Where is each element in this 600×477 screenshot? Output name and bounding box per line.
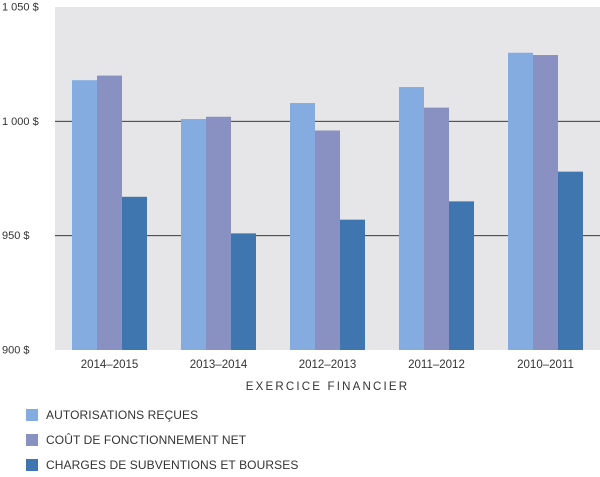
legend-label: CHARGES DE SUBVENTIONS ET BOURSES — [46, 457, 299, 472]
y-tick-label: 1 050 $ — [2, 2, 39, 14]
bar — [449, 201, 474, 350]
legend: AUTORISATIONS REÇUES COÛT DE FONCTIONNEM… — [26, 402, 298, 477]
bar — [122, 196, 147, 350]
bar — [97, 75, 122, 350]
x-tick-label: 2014–2015 — [81, 359, 139, 371]
bar — [290, 103, 315, 350]
y-axis-ticks: 900 $ 950 $ 1 000 $ 1 050 $ — [2, 2, 39, 357]
bar — [340, 219, 365, 350]
legend-swatch — [26, 433, 38, 446]
x-tick-label: 2013–2014 — [190, 359, 248, 371]
bar — [231, 233, 256, 350]
x-tick-label: 2012–2013 — [299, 359, 357, 371]
x-axis-ticks: 2014–2015 2013–2014 2012–2013 2011–2012 2010… — [81, 359, 574, 371]
legend-item-cout-fonctionnement: COÛT DE FONCTIONNEMENT NET — [26, 427, 298, 452]
bar — [424, 107, 449, 350]
bar — [206, 116, 231, 350]
legend-item-charges-subventions: CHARGES DE SUBVENTIONS ET BOURSES — [26, 452, 298, 477]
bar — [558, 171, 583, 350]
bar — [399, 87, 424, 351]
bar — [533, 55, 558, 351]
legend-swatch — [26, 458, 38, 471]
x-tick-label: 2011–2012 — [408, 359, 465, 371]
bar — [181, 119, 206, 351]
legend-label: AUTORISATIONS REÇUES — [46, 407, 199, 422]
y-tick-label: 900 $ — [2, 345, 30, 357]
legend-item-autorisations: AUTORISATIONS REÇUES — [26, 402, 298, 427]
bar-chart: 900 $ 950 $ 1 000 $ 1 050 $ 2014–2015 2013–2… — [2, 2, 600, 371]
x-axis-title: EXERCICE FINANCIER — [245, 381, 410, 393]
bar — [508, 52, 533, 350]
bars — [72, 52, 583, 351]
y-tick-label: 1 000 $ — [2, 116, 39, 128]
bar — [315, 130, 340, 350]
x-tick-label: 2010–2011 — [517, 359, 574, 371]
legend-swatch — [26, 408, 38, 421]
legend-label: COÛT DE FONCTIONNEMENT NET — [46, 432, 247, 447]
y-tick-label: 950 $ — [2, 230, 30, 242]
bar — [72, 80, 97, 350]
